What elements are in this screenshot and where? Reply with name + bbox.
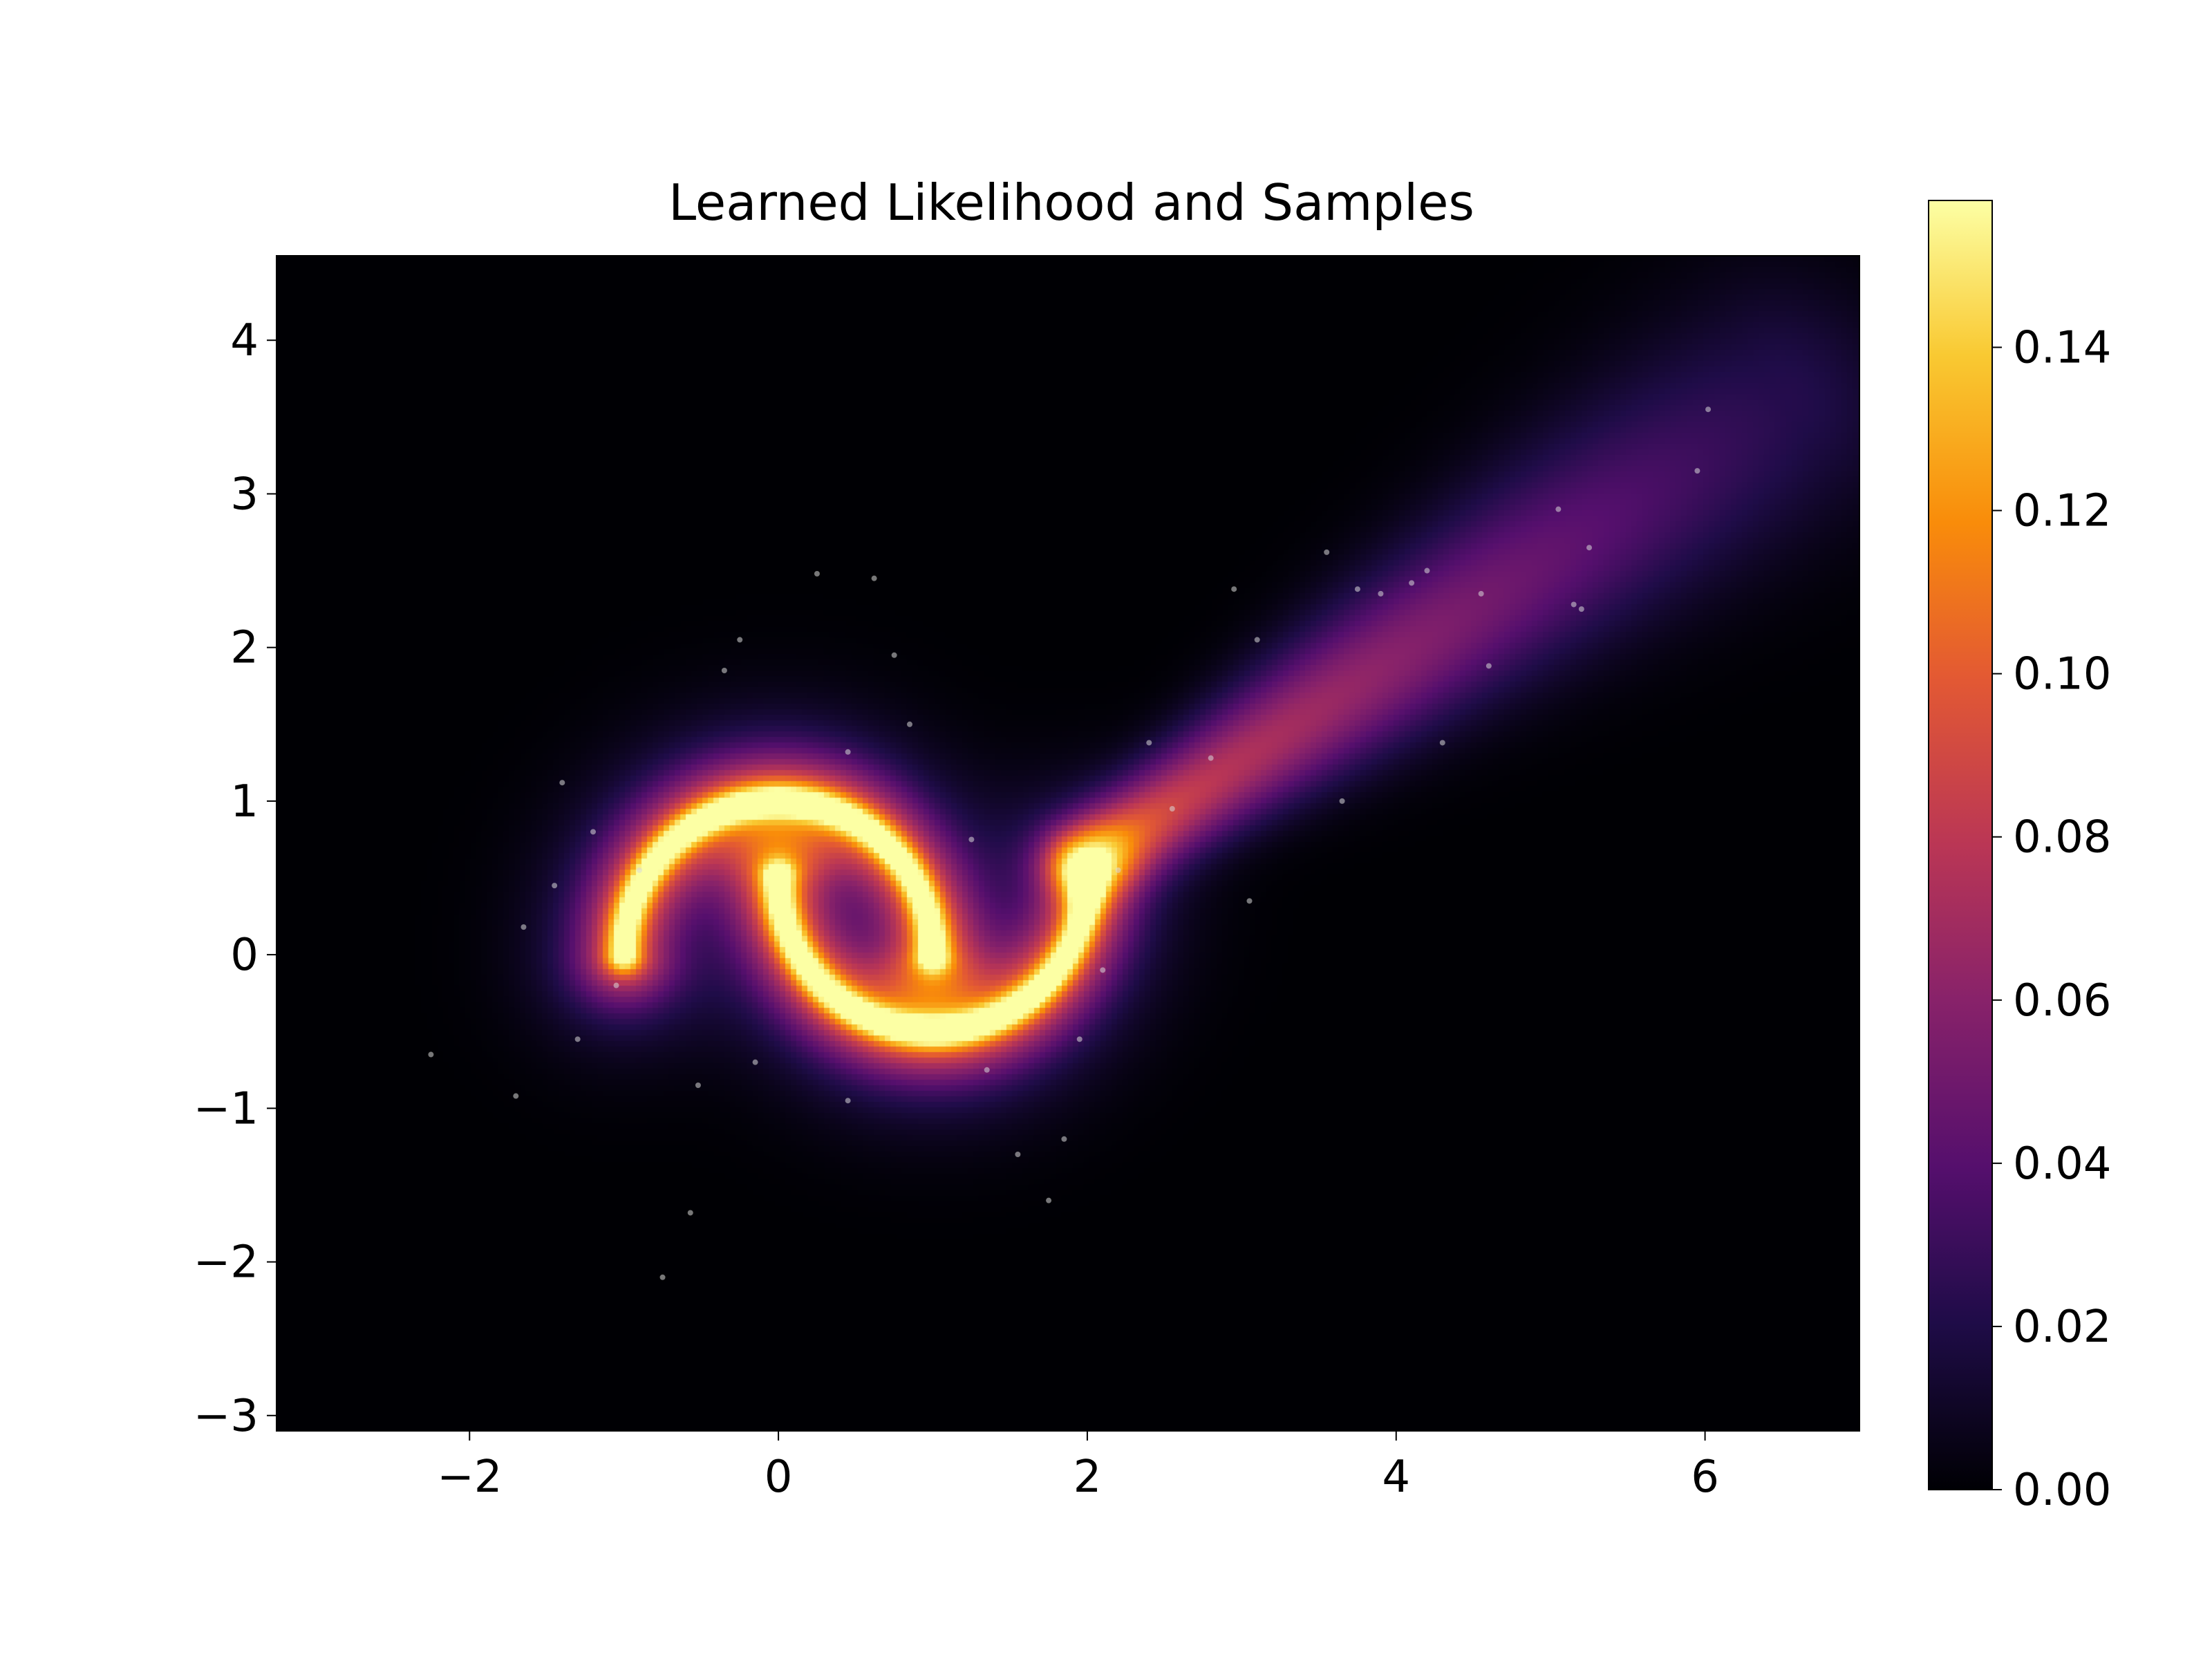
sample-point [1439, 740, 1445, 746]
sample-point [1115, 867, 1121, 873]
sample-point [845, 1098, 851, 1104]
colorbar-tick-label: 0.12 [2013, 486, 2112, 537]
y-tick-label: 1 [230, 776, 259, 827]
sample-point [1046, 1197, 1052, 1203]
density-heatmap [276, 256, 1859, 1431]
sample-point [814, 571, 820, 577]
sample-point [1231, 586, 1237, 592]
sample-point [1378, 590, 1384, 597]
colorbar-tick-label: 0.08 [2013, 812, 2112, 863]
chart-title: Learned Likelihood and Samples [668, 174, 1474, 232]
sample-point [1324, 549, 1330, 555]
sample-point [1705, 406, 1712, 413]
y-tick-label: −3 [194, 1391, 259, 1442]
colorbar-tick-label: 0.00 [2013, 1465, 2112, 1516]
sample-point [1578, 606, 1584, 612]
sample-point [1354, 586, 1360, 592]
sample-point [752, 1059, 758, 1065]
colorbar-gradient [1928, 200, 1993, 1490]
y-tick-label: −2 [194, 1237, 259, 1288]
sample-point [590, 829, 596, 835]
y-tick-label: −1 [194, 1083, 259, 1134]
sample-point [1409, 580, 1415, 586]
sample-point [1061, 1136, 1067, 1142]
sample-point [1555, 506, 1562, 512]
y-tick-label: 2 [230, 623, 259, 674]
x-tick-label: 0 [765, 1452, 793, 1503]
plot-area: −2 0 2 4 6 −3 −2 −1 0 1 2 3 4 [194, 255, 1860, 1503]
sample-point [737, 637, 743, 643]
y-tick-label: 3 [230, 469, 259, 520]
sample-point [513, 1093, 519, 1099]
sample-point [613, 982, 619, 988]
sample-point [574, 1036, 581, 1042]
sample-points [428, 406, 1712, 1280]
sample-point [1586, 545, 1593, 551]
sample-point [1015, 1152, 1021, 1157]
colorbar-tick-label: 0.14 [2013, 322, 2112, 373]
sample-point [984, 1067, 990, 1073]
sample-point [1208, 755, 1214, 761]
sample-point [1424, 568, 1430, 574]
y-tick-label: 4 [230, 315, 259, 366]
colorbar-tick-label: 0.06 [2013, 975, 2112, 1027]
x-tick-label: 6 [1691, 1452, 1719, 1503]
sample-point [1571, 601, 1577, 608]
sample-point [968, 836, 975, 843]
sample-point [1169, 806, 1175, 812]
colorbar-tick-label: 0.04 [2013, 1138, 2112, 1190]
x-tick-label: 2 [1074, 1452, 1102, 1503]
density-heatmap-container [276, 256, 1859, 1431]
colorbar: 0.00 0.02 0.04 0.06 0.08 0.10 0.12 0.14 [1928, 200, 2112, 1516]
sample-point [428, 1051, 434, 1058]
colorbar-tick-label: 0.10 [2013, 649, 2112, 700]
sample-point [552, 883, 558, 889]
sample-point [637, 867, 643, 873]
sample-point [1246, 898, 1253, 904]
y-tick-label: 0 [230, 930, 259, 981]
sample-point [1694, 468, 1700, 474]
y-axis: −3 −2 −1 0 1 2 3 4 [194, 315, 276, 1442]
plot-frame [276, 255, 1860, 1432]
sample-point [1339, 798, 1345, 804]
colorbar-tick-label: 0.02 [2013, 1302, 2112, 1353]
sample-point [695, 1082, 701, 1088]
sample-point [1254, 637, 1260, 643]
sample-point [1076, 1036, 1082, 1042]
x-tick-label: −2 [437, 1452, 502, 1503]
sample-point [687, 1210, 693, 1216]
colorbar-ticks: 0.00 0.02 0.04 0.06 0.08 0.10 0.12 0.14 [1992, 322, 2112, 1516]
sample-point [559, 780, 565, 786]
sample-point [521, 924, 527, 930]
sample-point [871, 575, 877, 581]
sample-point [907, 721, 912, 727]
sample-point [1485, 663, 1492, 669]
sample-point [845, 749, 851, 755]
sample-point [1146, 740, 1152, 746]
sample-point [1478, 590, 1484, 597]
sample-point [721, 668, 727, 673]
sample-point [1100, 967, 1106, 973]
x-tick-label: 4 [1382, 1452, 1410, 1503]
x-axis: −2 0 2 4 6 [437, 1431, 1719, 1503]
sample-point [659, 1274, 666, 1280]
sample-point [891, 652, 897, 658]
